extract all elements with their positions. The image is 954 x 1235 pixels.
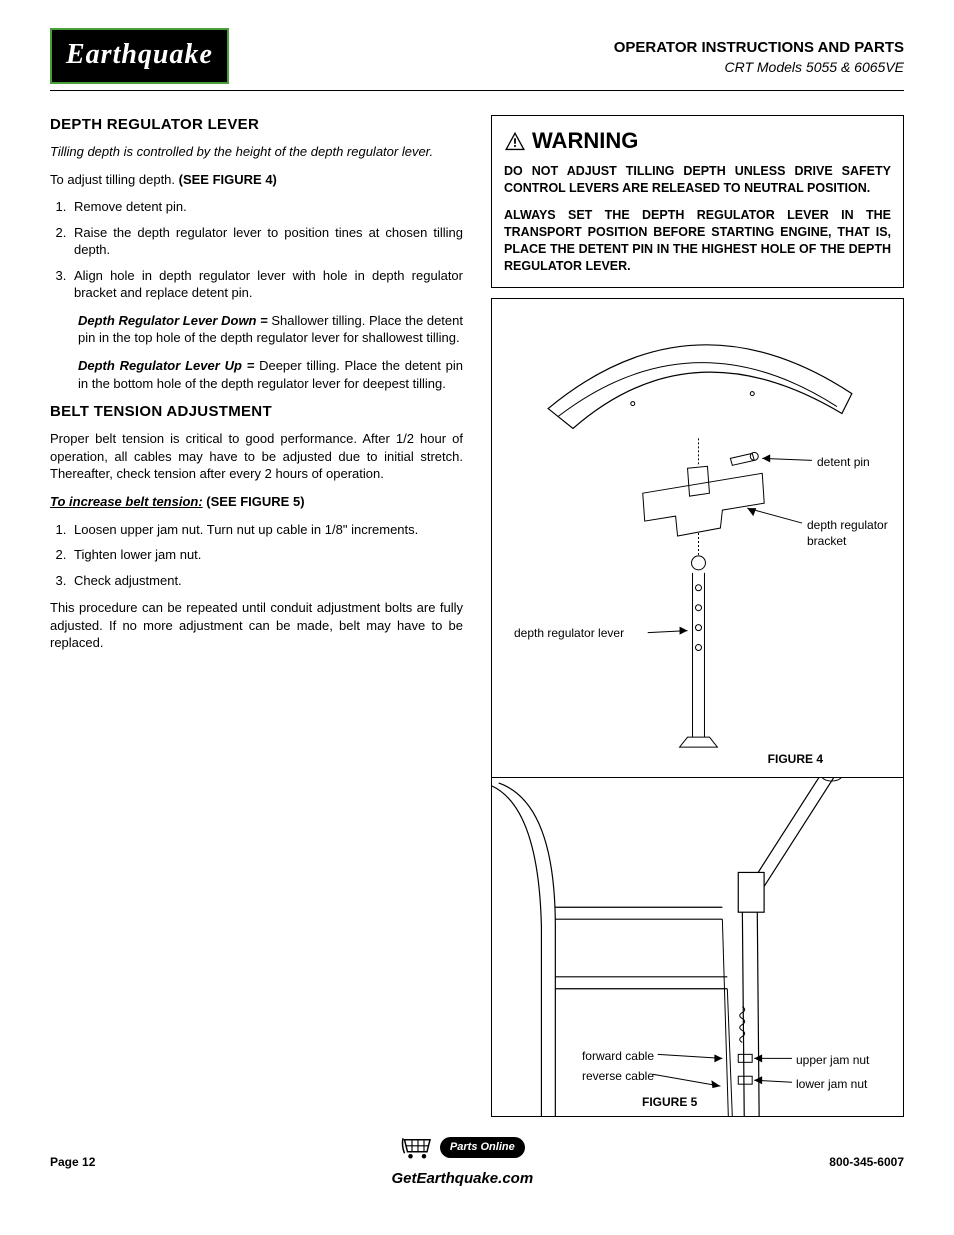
doc-title: OPERATOR INSTRUCTIONS AND PARTS <box>614 38 904 58</box>
label-depth-lever: depth regulator lever <box>514 625 624 641</box>
label-detent-pin: detent pin <box>817 454 870 470</box>
figure-4-caption: FIGURE 4 <box>768 751 823 767</box>
belt-inc-label: To increase belt tension: <box>50 494 203 509</box>
depth-adjust-line: To adjust tilling depth. (SEE FIGURE 4) <box>50 171 463 189</box>
left-column: DEPTH REGULATOR LEVER Tilling depth is c… <box>50 115 463 1117</box>
footer-url: GetEarthquake.com <box>95 1169 829 1189</box>
footer-phone: 800-345-6007 <box>829 1154 904 1170</box>
parts-online-text: Parts Online <box>440 1137 525 1158</box>
right-column: WARNING DO NOT ADJUST TILLING DEPTH UNLE… <box>491 115 904 1117</box>
belt-steps-list: Loosen upper jam nut. Turn nut up cable … <box>50 521 463 590</box>
belt-intro: Proper belt tension is critical to good … <box>50 430 463 483</box>
page-footer: Page 12 Parts Online GetEarthquake.com 8… <box>50 1135 904 1189</box>
warning-icon <box>504 131 526 151</box>
doc-subtitle: CRT Models 5055 & 6065VE <box>614 58 904 77</box>
warning-heading: WARNING <box>504 126 891 156</box>
warning-p2: ALWAYS SET THE DEPTH REGULATOR LEVER IN … <box>504 207 891 275</box>
list-item: Check adjustment. <box>70 572 463 590</box>
depth-intro: Tilling depth is controlled by the heigh… <box>50 143 463 161</box>
list-item: Align hole in depth regulator lever with… <box>70 267 463 302</box>
list-item: Raise the depth regulator lever to posit… <box>70 224 463 259</box>
warning-title: WARNING <box>532 126 638 156</box>
warning-p1: DO NOT ADJUST TILLING DEPTH UNLESS DRIVE… <box>504 163 891 197</box>
depth-down-label: Depth Regulator Lever Down = <box>78 313 271 328</box>
list-item: Tighten lower jam nut. <box>70 546 463 564</box>
depth-adjust-lead: To adjust tilling depth. <box>50 172 179 187</box>
belt-inc-see: (SEE FIGURE 5) <box>203 494 305 509</box>
list-item: Loosen upper jam nut. Turn nut up cable … <box>70 521 463 539</box>
brand-logo: Earthquake <box>50 28 229 84</box>
label-depth-bracket: depth regulator bracket <box>807 517 897 549</box>
belt-outro: This procedure can be repeated until con… <box>50 599 463 652</box>
list-item: Remove detent pin. <box>70 198 463 216</box>
belt-increase-line: To increase belt tension: (SEE FIGURE 5) <box>50 493 463 511</box>
footer-center: Parts Online GetEarthquake.com <box>95 1135 829 1189</box>
cart-icon <box>400 1135 436 1161</box>
label-forward-cable: forward cable <box>574 1048 654 1064</box>
figure-5-box: forward cable reverse cable upper jam nu… <box>491 777 904 1117</box>
depth-up-block: Depth Regulator Lever Up = Deeper tillin… <box>78 357 463 392</box>
depth-adjust-see: (SEE FIGURE 4) <box>179 172 277 187</box>
page-header: Earthquake OPERATOR INSTRUCTIONS AND PAR… <box>50 28 904 91</box>
header-right: OPERATOR INSTRUCTIONS AND PARTS CRT Mode… <box>614 38 904 77</box>
depth-steps-list: Remove detent pin. Raise the depth regul… <box>50 198 463 302</box>
parts-online-logo: Parts Online <box>400 1135 525 1161</box>
heading-belt-tension: BELT TENSION ADJUSTMENT <box>50 402 463 422</box>
depth-down-block: Depth Regulator Lever Down = Shallower t… <box>78 312 463 347</box>
depth-up-label: Depth Regulator Lever Up = <box>78 358 259 373</box>
label-upper-jam: upper jam nut <box>796 1052 869 1068</box>
warning-box: WARNING DO NOT ADJUST TILLING DEPTH UNLE… <box>491 115 904 288</box>
page-number: Page 12 <box>50 1154 95 1170</box>
content-columns: DEPTH REGULATOR LEVER Tilling depth is c… <box>50 115 904 1117</box>
heading-depth-regulator: DEPTH REGULATOR LEVER <box>50 115 463 135</box>
figure-4-box: detent pin depth regulator bracket depth… <box>491 298 904 778</box>
label-reverse-cable: reverse cable <box>574 1068 654 1084</box>
figure-5-caption: FIGURE 5 <box>642 1094 697 1110</box>
label-lower-jam: lower jam nut <box>796 1076 867 1092</box>
